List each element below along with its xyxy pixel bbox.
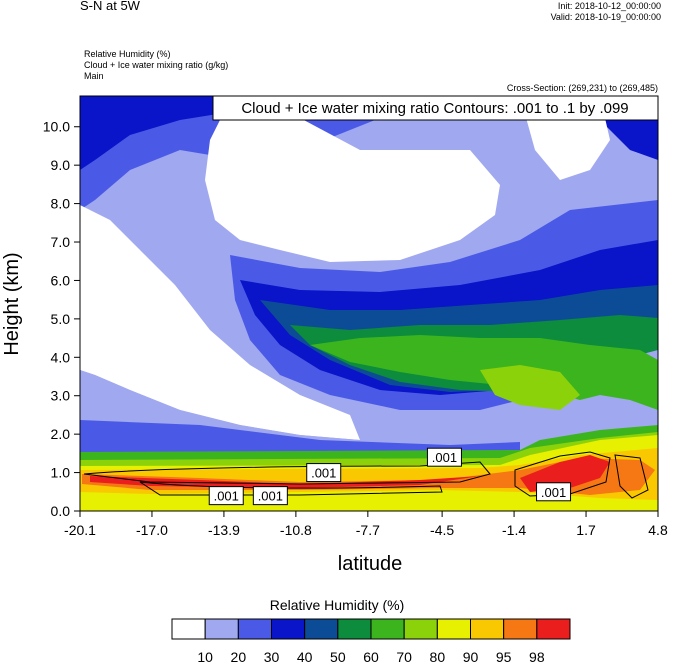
x-axis-label: latitude [338, 553, 403, 575]
rh-98-core-left [90, 476, 480, 488]
colorbar-swatch [470, 618, 505, 640]
rh-30-strip [80, 420, 520, 458]
colorbar-label: 60 [363, 649, 379, 665]
x-tick-label: 1.7 [576, 522, 596, 538]
colorbar-swatch [204, 618, 239, 640]
x-tick-label: -13.9 [208, 522, 240, 538]
x-tick-label: -10.8 [280, 522, 312, 538]
contour-labels: .001 .001 .001 .001 .001 [208, 447, 572, 506]
colorbar-swatch [271, 618, 306, 640]
rh-40-region [80, 96, 240, 170]
colorbar-swatch [337, 618, 372, 640]
colorbar-label: 30 [264, 649, 280, 665]
colorbar-swatch [237, 618, 272, 640]
contour-lines [83, 451, 649, 499]
colorbar-label: 95 [496, 649, 512, 665]
x-tick-label: -17.0 [136, 522, 168, 538]
y-tick-label: 4.0 [51, 349, 71, 365]
colorbar-label: 50 [330, 649, 346, 665]
colorbar-label: 90 [463, 649, 479, 665]
colorbar-swatch [403, 618, 438, 640]
variable-rh: Relative Humidity (%) [84, 49, 171, 59]
colorbar-swatch [503, 618, 538, 640]
contour-line [614, 454, 649, 499]
contour-info-text: Cloud + Ice water mixing ratio Contours:… [241, 100, 628, 117]
colorbar-label: 10 [197, 649, 213, 665]
x-axis: -20.1 -17.0 -13.9 -10.8 -7.7 -4.5 -1.4 1.7 4.8 [64, 511, 668, 538]
rh-80-patch [480, 365, 580, 410]
x-tick-label: -4.5 [430, 522, 454, 538]
y-tick-label: 1.0 [51, 465, 71, 481]
x-tick-label: -1.4 [502, 522, 526, 538]
y-tick-label: 7.0 [51, 234, 71, 250]
plot-area: Cloud + Ice water mixing ratio Contours:… [79, 95, 659, 512]
y-axis: 0.0 1.0 2.0 3.0 4.0 5.0 6.0 7.0 8.0 9.0 10.0 [43, 119, 80, 519]
y-tick-label: 9.0 [51, 157, 71, 173]
colorbar-label: 80 [430, 649, 446, 665]
contour-label: .001 [432, 450, 457, 465]
y-tick-label: 3.0 [51, 388, 71, 404]
y-tick-label: 2.0 [51, 426, 71, 442]
colorbar-label: 40 [297, 649, 313, 665]
y-axis-label: Height (km) [1, 252, 23, 355]
colorbar-title: Relative Humidity (%) [269, 597, 405, 613]
colorbar-swatch [370, 618, 405, 640]
x-tick-label: -20.1 [64, 522, 96, 538]
x-tick-label: 4.8 [648, 522, 668, 538]
init-time: Init: 2018-10-12_00:00:00 [557, 1, 661, 11]
humidity-fields [80, 96, 658, 511]
valid-time: Valid: 2018-10-19_00:00:00 [550, 12, 661, 22]
cross-section-label: Cross-Section: (269,231) to (269,485) [506, 83, 658, 93]
contour-label: .001 [258, 489, 283, 504]
variable-domain: Main [84, 71, 104, 81]
colorbar-label: 20 [231, 649, 247, 665]
colorbar-swatch [436, 618, 472, 640]
y-tick-label: 5.0 [51, 311, 71, 327]
contour-label: .001 [214, 489, 239, 504]
plot-title: S-N at 5W [80, 0, 140, 13]
y-tick-label: 0.0 [51, 503, 71, 519]
rh-10-region-lower [80, 205, 360, 440]
contour-label-box [252, 486, 288, 506]
colorbar-swatch [171, 618, 206, 640]
y-tick-label: 8.0 [51, 196, 71, 212]
x-tick-label: -7.7 [356, 522, 380, 538]
colorbar-label: 98 [529, 649, 545, 665]
colorbar-swatch [304, 618, 339, 640]
contour-label-box [426, 447, 462, 467]
contour-line [514, 451, 611, 497]
contour-label: .001 [541, 485, 566, 500]
colorbar-label: 70 [396, 649, 412, 665]
variable-cloud-ice: Cloud + Ice water mixing ratio (g/kg) [84, 60, 229, 70]
contour-info-box: Cloud + Ice water mixing ratio Contours:… [212, 95, 659, 121]
contour-label-box [536, 482, 572, 502]
colorbar-swatch [536, 618, 571, 640]
y-tick-label: 6.0 [51, 272, 71, 288]
contour-label-box [208, 486, 244, 506]
y-tick-label: 10.0 [43, 119, 70, 135]
contour-label-box [306, 463, 342, 483]
colorbar: 10 20 30 40 50 60 70 80 90 95 98 [171, 618, 571, 665]
contour-line [139, 481, 443, 496]
rh-10-region-upper [205, 110, 500, 262]
contour-line [83, 461, 491, 485]
contour-label: .001 [311, 466, 336, 481]
